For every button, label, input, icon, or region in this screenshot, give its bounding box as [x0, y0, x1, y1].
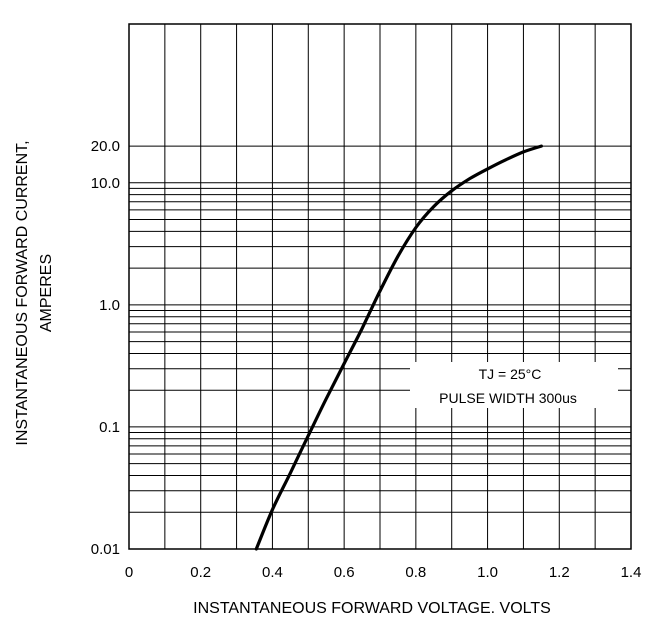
y-tick-label: 10.0: [91, 175, 120, 192]
series-line: [254, 144, 543, 551]
x-tick-label: 0.6: [334, 564, 355, 581]
x-tick-label: 1.2: [549, 564, 570, 581]
x-tick-label: 0.2: [190, 564, 211, 581]
x-tick-label: 0.4: [262, 564, 283, 581]
x-tick-label: 1.4: [621, 564, 642, 581]
x-tick-label: 0: [125, 564, 133, 581]
y-tick-label: 20.0: [91, 138, 120, 155]
x-tick-label: 1.0: [477, 564, 498, 581]
plot-frame: [128, 23, 632, 550]
y-axis-label-line1: INSTANTANEOUS FORWARD CURRENT,: [14, 140, 31, 445]
y-tick-label: 0.1: [99, 419, 120, 436]
x-axis-label: INSTANTANEOUS FORWARD VOLTAGE. VOLTS: [193, 600, 551, 617]
annotation-background: [410, 362, 618, 408]
y-tick-label: 1.0: [99, 297, 120, 314]
annotation-pulse-width: PULSE WIDTH 300us: [439, 390, 577, 406]
x-tick-label: 0.8: [405, 564, 426, 581]
grid: [129, 24, 631, 549]
y-tick-label: 0.01: [91, 541, 120, 558]
y-axis-label-line2: AMPERES: [38, 254, 55, 332]
annotation-temperature: TJ = 25°C: [479, 366, 542, 382]
tick-labels: 0 0.2 0.4 0.6 0.8 1.0 1.2 1.4 0.01 0.1 1.0 10.0 20.0: [91, 138, 642, 581]
